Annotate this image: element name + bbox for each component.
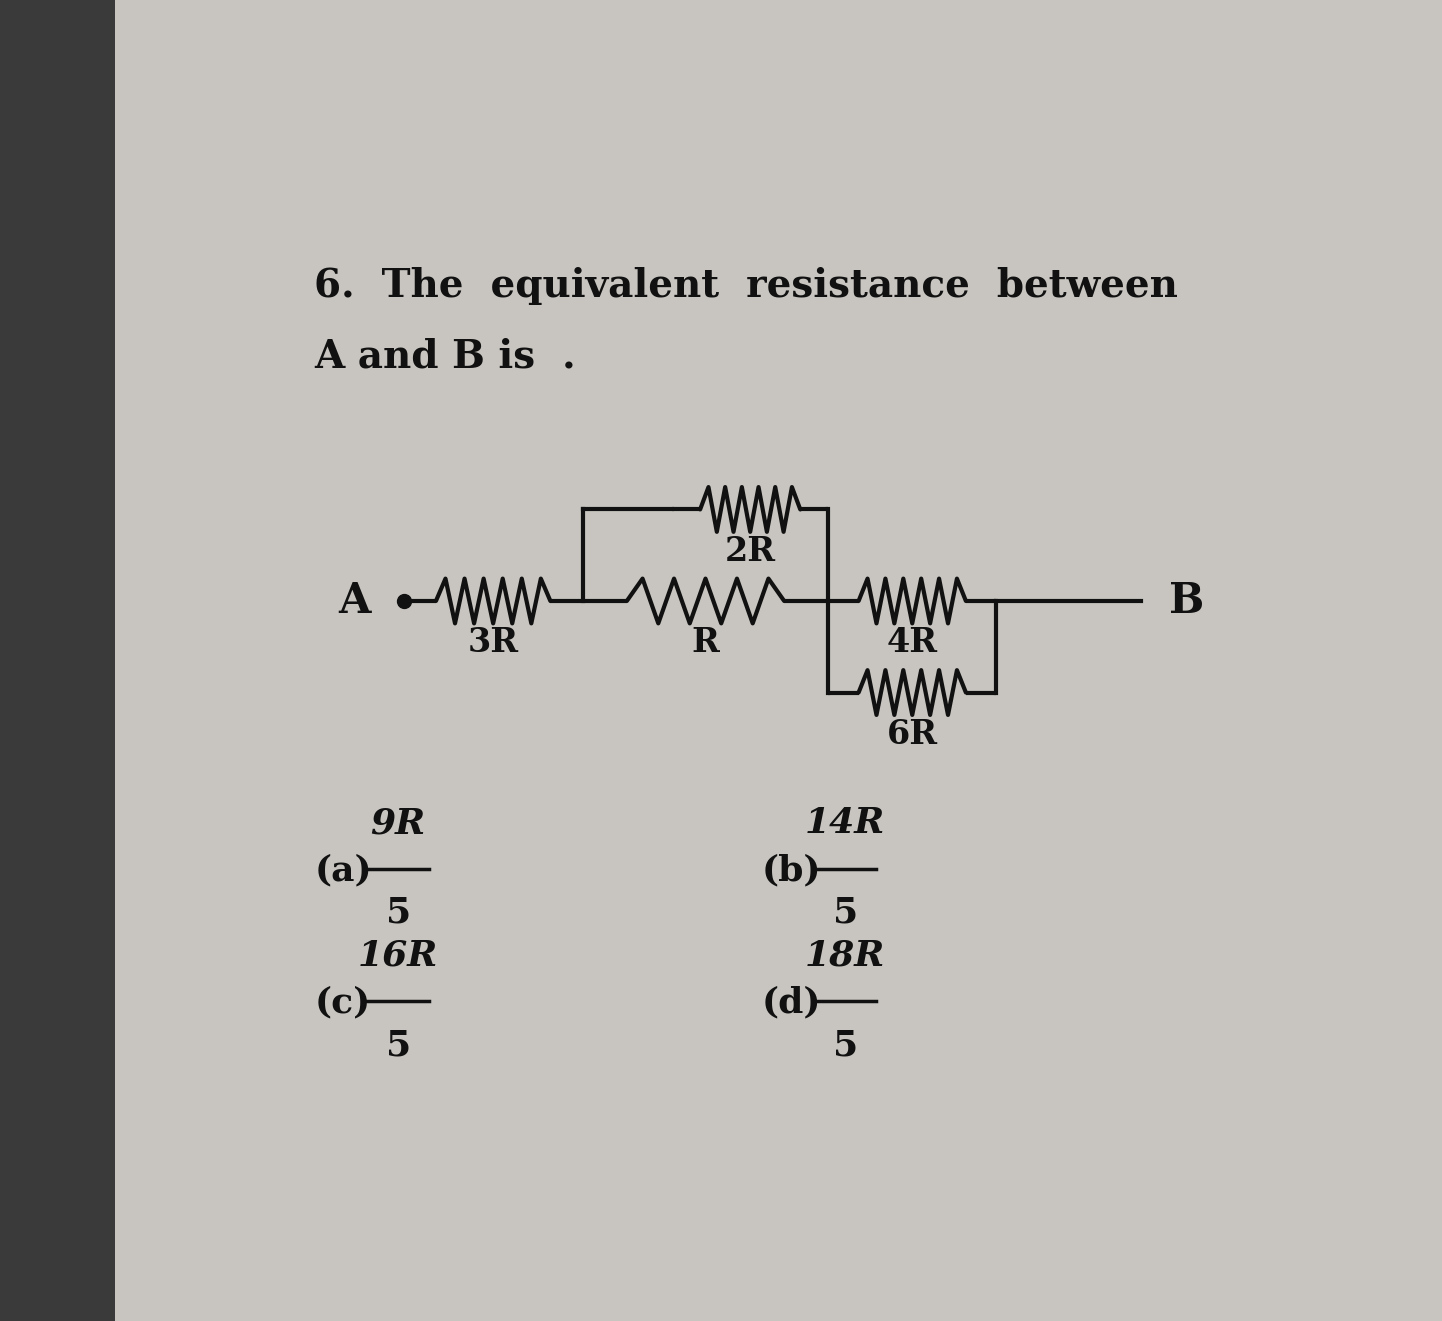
Text: 16R: 16R [358, 938, 438, 972]
Text: 14R: 14R [805, 806, 885, 840]
Text: 5: 5 [385, 896, 411, 930]
Text: B: B [1169, 580, 1204, 622]
Text: 5: 5 [385, 1028, 411, 1062]
Text: 18R: 18R [805, 938, 885, 972]
Text: 2R: 2R [725, 535, 776, 568]
Text: (b): (b) [761, 853, 820, 888]
Text: R: R [692, 626, 720, 659]
Text: 3R: 3R [467, 626, 519, 659]
Text: 4R: 4R [887, 626, 937, 659]
Text: 5: 5 [832, 1028, 858, 1062]
Text: (d): (d) [761, 985, 820, 1020]
Text: 6.  The  equivalent  resistance  between: 6. The equivalent resistance between [314, 267, 1178, 305]
Text: 6R: 6R [887, 719, 937, 750]
Text: 5: 5 [832, 896, 858, 930]
Text: 9R: 9R [371, 806, 425, 840]
Text: (c): (c) [314, 985, 371, 1020]
Text: A and B is  .: A and B is . [314, 338, 575, 376]
Text: (a): (a) [314, 853, 372, 888]
Text: A: A [337, 580, 371, 622]
